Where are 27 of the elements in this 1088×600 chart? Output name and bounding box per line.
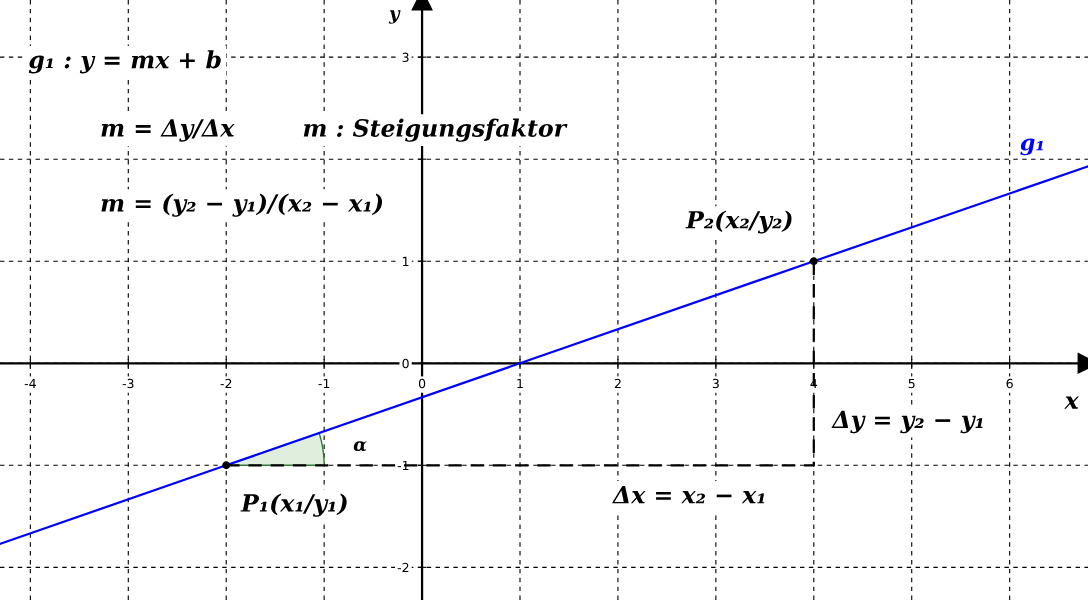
annotation: Δy = y₂ − y₁ — [831, 410, 983, 434]
y-axis-title: y — [388, 10, 401, 24]
x-tick-label: 2 — [614, 378, 621, 389]
x-tick-label: 3 — [712, 378, 719, 389]
y-tick-label: 3 — [402, 52, 409, 63]
annotation: Δx = x₂ − x₁ — [611, 486, 765, 504]
x-axis-title: x — [1064, 396, 1079, 409]
y-tick-label: -2 — [397, 562, 409, 573]
y-tick-label: 1 — [403, 256, 409, 266]
annotation: α — [353, 441, 367, 452]
x-tick-label: -1 — [318, 378, 330, 389]
x-tick-label: -4 — [24, 378, 36, 389]
annotation: m = (y₂ − y₁)/(x₂ − x₁) — [101, 193, 383, 217]
annotation: m : Steigungsfaktor — [303, 118, 568, 142]
annotation: g₁ : y = mx + b — [28, 50, 221, 74]
line-series — [0, 165, 1088, 545]
x-tick-label: 6 — [1006, 378, 1013, 389]
x-tick-label: -3 — [122, 378, 134, 389]
annotation: P₁(x₁/y₁) — [240, 493, 347, 517]
annotation: m = Δy/Δx — [101, 119, 235, 142]
x-tick-label: -2 — [220, 378, 232, 389]
y-tick-label: 0 — [402, 358, 409, 369]
x-tick-label: 5 — [908, 378, 915, 389]
x-tick-label: 1 — [517, 378, 523, 389]
x-tick-label: 0 — [418, 378, 426, 389]
annotation: P₂(x₂/y₂) — [685, 210, 792, 234]
series-label: g₁ — [1020, 138, 1043, 156]
